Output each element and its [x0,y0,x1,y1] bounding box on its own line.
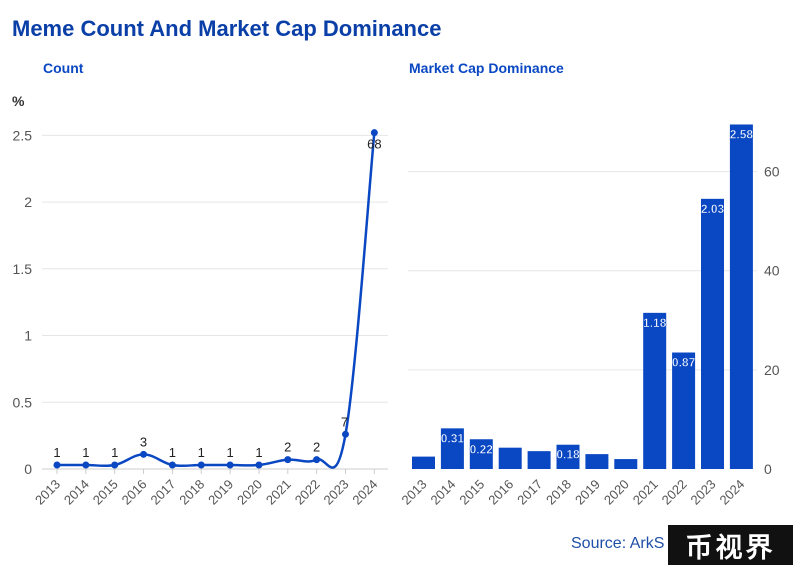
x-tick-label: 2015 [90,477,121,508]
x-tick-label: 2016 [485,477,516,508]
bar [614,459,638,469]
data-point [53,461,61,469]
data-point [111,461,119,469]
x-tick-label: 2021 [263,477,294,508]
data-label: 1 [82,445,89,460]
bar-data-label: 0.87 [672,356,696,370]
x-tick-label: 2017 [147,477,178,508]
data-label: 1 [226,445,233,460]
data-label: 1 [53,445,60,460]
data-point [370,129,378,137]
x-tick-label: 2014 [61,477,92,508]
x-tick-label: 2013 [399,477,430,508]
x-tick-label: 2024 [716,477,747,508]
data-label: 7 [341,414,348,429]
y-tick-label: 40 [764,263,780,279]
y-tick-label: 1.5 [13,261,33,277]
data-point [82,461,90,469]
bar-data-label: 2.58 [730,127,754,141]
data-label: 1 [111,445,118,460]
bar [469,439,493,469]
bar [672,352,696,469]
data-label: 2 [313,440,320,455]
y-axis-unit-label: % [12,93,25,109]
x-tick-label: 2020 [234,477,265,508]
x-tick-label: 2014 [427,477,458,508]
data-label: 1 [198,445,205,460]
data-label: 3 [140,434,147,449]
bar [556,444,580,469]
bar [527,451,551,469]
x-tick-label: 2018 [543,477,574,508]
bar-data-label: 1.18 [643,316,667,330]
y-tick-label: 0.5 [13,394,33,410]
count-line-chart: Count % 0 0.5 1 1.5 2 2.5 20132014201520162017… [12,60,388,508]
watermark-logo: 币视界 [668,525,793,565]
y-tick-label: 2.5 [13,127,33,143]
bar [412,456,435,469]
x-tick-label: 2022 [292,477,323,508]
data-point [140,450,148,458]
data-label: 1 [169,445,176,460]
data-label: 2 [284,440,291,455]
x-tick-label: 2018 [176,477,207,508]
bar [498,447,522,469]
bar [643,312,667,469]
x-tick-label: 2015 [456,477,487,508]
y-tick-label: 20 [764,362,780,378]
y-tick-label: 0 [24,461,32,477]
x-tick-label: 2021 [630,477,661,508]
x-tick-label: 2023 [688,477,719,508]
y-tick-label: 2 [24,194,32,210]
data-point [284,456,292,464]
x-tick-label: 2019 [572,477,603,508]
data-label: 1 [255,445,262,460]
chart-title: Meme Count And Market Cap Dominance [12,16,442,41]
data-point [255,461,263,469]
bar-data-label: 0.31 [441,431,465,445]
x-tick-label: 2020 [601,477,632,508]
y-tick-label: 1 [24,328,32,344]
bar-data-label: 0.22 [470,442,494,456]
x-tick-label: 2019 [205,477,236,508]
data-point [313,456,321,464]
x-tick-label: 2013 [32,477,63,508]
data-label: 68 [367,137,381,152]
x-tick-label: 2016 [119,477,150,508]
bar [585,454,609,469]
market-cap-dominance-bar-chart: Market Cap Dominance 0 20 40 60 2013 0.31 2014… [399,60,780,508]
x-tick-label: 2024 [349,477,380,508]
bar-data-label: 0.18 [556,448,580,462]
data-point [342,430,349,438]
y-tick-label: 0 [764,461,772,477]
bar [729,124,753,469]
data-point [197,461,205,469]
x-tick-label: 2022 [659,477,690,508]
data-point [226,461,234,469]
y-tick-label: 60 [764,164,780,180]
bar-data-label: 2.03 [701,202,725,216]
x-tick-label: 2023 [321,477,352,508]
count-subtitle: Count [43,60,84,76]
bar [440,428,464,469]
count-series-line [57,132,376,469]
x-tick-label: 2017 [514,477,545,508]
market-cap-subtitle: Market Cap Dominance [409,60,564,76]
source-note: Source: ArkS [571,535,665,552]
data-point [168,461,176,469]
bar [701,198,724,470]
